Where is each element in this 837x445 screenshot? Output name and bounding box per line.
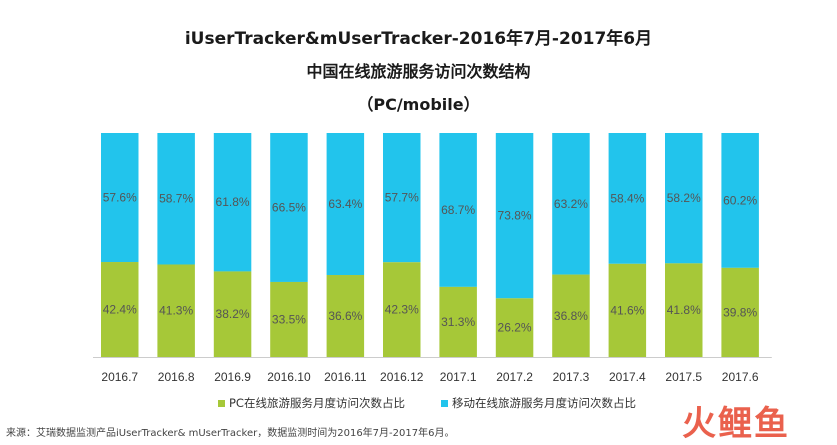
bar-pc-2017.5 — [665, 263, 703, 357]
bar-pc-2016.8 — [157, 264, 195, 357]
bar-mobile-2016.7 — [101, 133, 139, 263]
bar-mobile-2016.12 — [383, 133, 421, 263]
chart-subtitle: 中国在线旅游服务访问次数结构 — [306, 62, 531, 81]
x-tick-label-2016.7: 2016.7 — [101, 370, 138, 384]
x-tick-label-2017.4: 2017.4 — [609, 370, 646, 384]
bar-pc-2016.7 — [101, 262, 139, 357]
bar-pc-2016.11 — [326, 275, 365, 357]
data-label-mobile-2016.7: 57.6% — [103, 191, 137, 205]
bar-mobile-2016.9 — [213, 133, 252, 272]
data-label-mobile-2017.2: 73.8% — [498, 209, 532, 223]
bar-mobile-2017.5 — [665, 133, 703, 264]
x-tick-label-2016.12: 2016.12 — [380, 370, 424, 384]
bar-mobile-2017.6 — [721, 133, 759, 268]
bar-mobile-2016.10 — [270, 133, 308, 282]
data-label-pc-2016.7: 42.4% — [103, 303, 137, 317]
data-label-mobile-2017.6: 60.2% — [723, 193, 757, 207]
x-tick-label-2016.10: 2016.10 — [267, 370, 311, 384]
legend-label-pc: PC在线旅游服务月度访问次数占比 — [229, 396, 405, 410]
stacked-bar-chart: 57.6% 42.4% 2016.7 58.7% 41.3% 2016.8 61.8% 38.… — [93, 133, 772, 384]
bar-pc-2017.6 — [721, 267, 759, 357]
legend-swatch-pc — [218, 399, 225, 407]
data-label-mobile-2017.1: 68.7% — [441, 203, 475, 217]
legend-item-pc: PC在线旅游服务月度访问次数占比 — [218, 395, 405, 411]
x-tick-label-2017.5: 2017.5 — [665, 370, 702, 384]
data-label-pc-2017.4: 41.6% — [610, 303, 644, 317]
brand-logo: 火鲤鱼 — [682, 404, 790, 444]
data-label-mobile-2017.4: 58.4% — [610, 191, 644, 205]
data-label-mobile-2017.5: 58.2% — [667, 191, 701, 205]
data-label-mobile-2016.10: 66.5% — [272, 200, 306, 214]
data-label-pc-2017.1: 31.3% — [441, 315, 475, 329]
x-tick-label-2016.11: 2016.11 — [324, 370, 367, 384]
x-tick-label-2016.9: 2016.9 — [214, 370, 251, 384]
bar-pc-2016.12 — [383, 262, 421, 357]
bar-pc-2017.4 — [608, 263, 647, 357]
data-label-mobile-2017.3: 63.2% — [554, 197, 588, 211]
bar-mobile-2017.4 — [608, 133, 647, 264]
bar-pc-2017.3 — [552, 274, 590, 357]
x-tick-label-2017.3: 2017.3 — [553, 370, 590, 384]
x-tick-label-2016.8: 2016.8 — [158, 370, 195, 384]
legend-label-mobile: 移动在线旅游服务月度访问次数占比 — [452, 396, 636, 410]
data-label-mobile-2016.8: 58.7% — [159, 192, 193, 206]
bar-mobile-2017.2 — [495, 133, 534, 299]
bar-mobile-2016.8 — [157, 133, 195, 265]
data-label-mobile-2016.11: 63.4% — [328, 197, 362, 211]
bar-pc-2016.10 — [270, 281, 308, 357]
bar-pc-2017.1 — [439, 286, 477, 357]
chart-title: iUserTracker&mUserTracker-2016年7月-2017年6… — [184, 29, 653, 49]
data-label-mobile-2016.9: 61.8% — [216, 195, 250, 209]
data-label-pc-2016.12: 42.3% — [385, 303, 419, 317]
bar-mobile-2017.3 — [552, 133, 590, 275]
data-label-pc-2016.10: 33.5% — [272, 312, 306, 326]
data-label-pc-2017.3: 36.8% — [554, 309, 588, 323]
x-tick-label-2017.6: 2017.6 — [722, 370, 759, 384]
data-label-pc-2016.11: 36.6% — [328, 309, 362, 323]
legend-item-mobile: 移动在线旅游服务月度访问次数占比 — [441, 395, 636, 411]
bar-pc-2016.9 — [213, 271, 252, 357]
source-note: 来源：艾瑞数据监测产品iUserTracker& mUserTracker，数据… — [6, 428, 455, 439]
data-label-pc-2016.9: 38.2% — [216, 307, 250, 321]
bar-pc-2017.2 — [495, 298, 534, 357]
chart-subtitle-unit: （PC/mobile） — [357, 95, 480, 114]
data-label-mobile-2016.12: 57.7% — [385, 191, 419, 205]
x-tick-label-2017.1: 2017.1 — [440, 370, 477, 384]
bar-mobile-2016.11 — [326, 133, 365, 276]
x-tick-label-2017.2: 2017.2 — [496, 370, 533, 384]
data-label-pc-2017.6: 39.8% — [723, 305, 757, 319]
data-label-pc-2017.5: 41.8% — [667, 303, 701, 317]
data-label-pc-2016.8: 41.3% — [159, 304, 193, 318]
data-label-pc-2017.2: 26.2% — [498, 321, 532, 335]
bar-mobile-2017.1 — [439, 133, 477, 287]
legend-swatch-mobile — [441, 399, 448, 407]
